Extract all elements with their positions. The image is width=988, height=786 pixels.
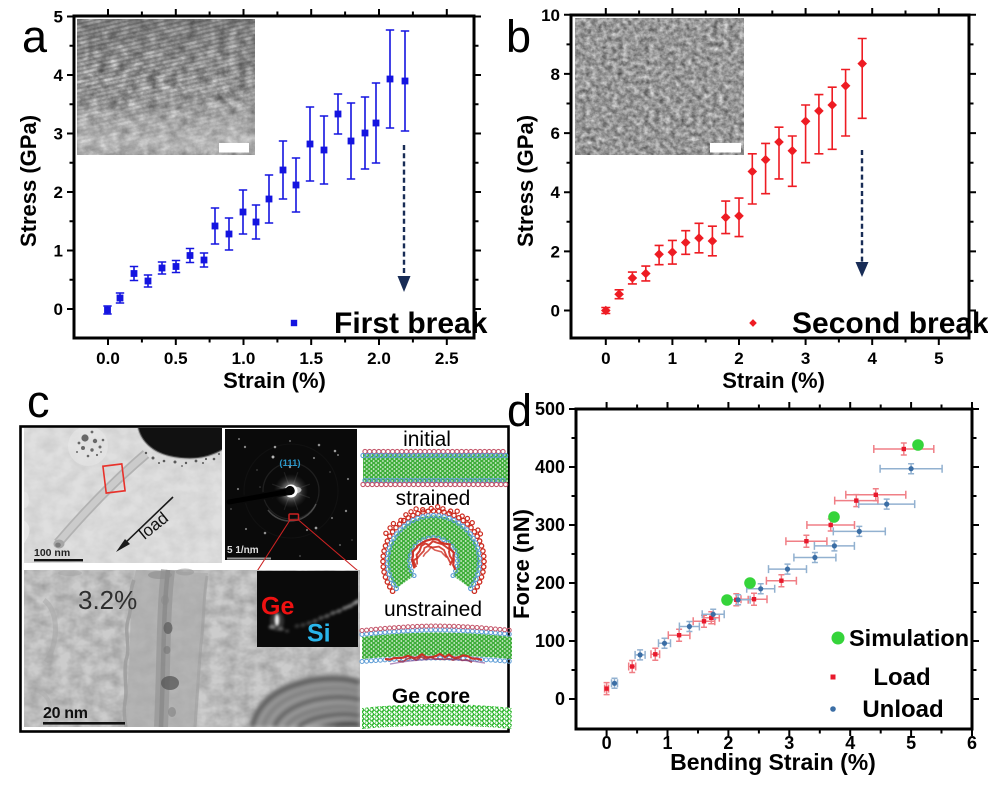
svg-text:0: 0 xyxy=(602,733,612,753)
svg-text:2: 2 xyxy=(551,242,560,261)
svg-text:Strain (%): Strain (%) xyxy=(223,368,326,393)
svg-text:3.2%: 3.2% xyxy=(78,585,137,615)
svg-text:20 nm: 20 nm xyxy=(43,705,88,722)
svg-text:400: 400 xyxy=(535,457,565,477)
svg-text:0.0: 0.0 xyxy=(96,349,120,368)
svg-text:strained: strained xyxy=(396,487,471,510)
svg-text:8: 8 xyxy=(551,65,560,84)
svg-text:3: 3 xyxy=(54,125,63,144)
svg-text:5: 5 xyxy=(54,8,63,27)
svg-text:2.0: 2.0 xyxy=(367,349,391,368)
svg-text:5: 5 xyxy=(934,349,943,368)
svg-text:300: 300 xyxy=(535,515,565,535)
svg-text:1.5: 1.5 xyxy=(299,349,323,368)
svg-text:Si: Si xyxy=(307,620,331,648)
svg-text:2: 2 xyxy=(54,183,63,202)
svg-text:c: c xyxy=(27,376,50,427)
svg-text:Ge core: Ge core xyxy=(392,685,470,708)
svg-text:1.0: 1.0 xyxy=(232,349,256,368)
svg-text:6: 6 xyxy=(551,124,560,143)
svg-text:initial: initial xyxy=(403,428,451,451)
svg-text:5 1/nm: 5 1/nm xyxy=(227,545,259,556)
svg-text:Load: Load xyxy=(873,664,930,691)
svg-text:4: 4 xyxy=(551,183,561,202)
svg-text:6: 6 xyxy=(967,733,977,753)
svg-text:500: 500 xyxy=(535,399,565,419)
svg-text:a: a xyxy=(22,11,48,62)
svg-text:3: 3 xyxy=(784,733,794,753)
svg-text:4: 4 xyxy=(845,733,855,753)
svg-text:1: 1 xyxy=(668,349,677,368)
svg-text:4: 4 xyxy=(54,66,64,85)
svg-text:100: 100 xyxy=(535,631,565,651)
svg-text:Unload: Unload xyxy=(862,696,943,723)
svg-text:Second break: Second break xyxy=(792,307,988,340)
svg-text:200: 200 xyxy=(535,573,565,593)
svg-text:0: 0 xyxy=(601,349,610,368)
svg-text:4: 4 xyxy=(867,349,877,368)
svg-text:0.5: 0.5 xyxy=(164,349,188,368)
svg-text:100 nm: 100 nm xyxy=(34,547,70,559)
svg-text:2: 2 xyxy=(723,733,733,753)
svg-text:Force (nN): Force (nN) xyxy=(509,509,534,619)
svg-text:First break: First break xyxy=(334,307,488,340)
svg-text:0: 0 xyxy=(551,302,560,321)
svg-text:Strain (%): Strain (%) xyxy=(722,368,825,393)
svg-text:1: 1 xyxy=(54,242,63,261)
svg-text:5: 5 xyxy=(906,733,916,753)
svg-text:2.5: 2.5 xyxy=(435,349,459,368)
svg-text:0: 0 xyxy=(54,300,63,319)
svg-text:Simulation: Simulation xyxy=(849,625,969,651)
svg-text:2: 2 xyxy=(734,349,743,368)
svg-text:d: d xyxy=(507,385,532,436)
svg-text:3: 3 xyxy=(801,349,810,368)
svg-text:(111): (111) xyxy=(279,458,300,469)
svg-text:b: b xyxy=(506,11,531,62)
svg-text:Bending Strain (%): Bending Strain (%) xyxy=(670,749,876,775)
svg-text:10: 10 xyxy=(541,6,560,25)
svg-text:Ge: Ge xyxy=(261,593,294,621)
svg-text:Stress (GPa): Stress (GPa) xyxy=(513,115,538,247)
svg-text:1: 1 xyxy=(662,733,672,753)
svg-text:0: 0 xyxy=(555,689,565,709)
svg-text:unstrained: unstrained xyxy=(384,598,482,621)
svg-text:Stress (GPa): Stress (GPa) xyxy=(16,115,41,247)
